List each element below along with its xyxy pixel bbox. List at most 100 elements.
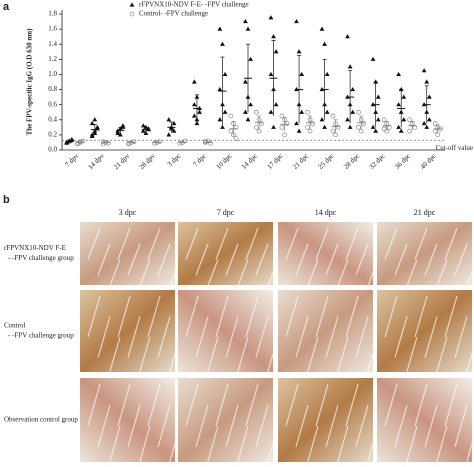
feather	[107, 336, 121, 379]
point	[407, 128, 412, 134]
point	[220, 124, 225, 129]
point	[401, 117, 407, 122]
feather	[365, 336, 379, 379]
x-tick-label: 36 dpc	[393, 152, 412, 171]
feather	[295, 404, 309, 448]
y-tick-label: 0.6	[48, 100, 57, 108]
point	[370, 56, 376, 61]
x-tick-label: 40 dpc	[419, 152, 438, 171]
point	[305, 124, 310, 130]
point	[171, 120, 177, 126]
feather	[147, 295, 161, 338]
feather	[107, 425, 121, 467]
point	[220, 41, 225, 46]
point	[284, 121, 290, 126]
point	[398, 86, 404, 92]
point	[129, 2, 135, 7]
feather	[424, 404, 438, 448]
feather	[225, 404, 239, 448]
feather	[117, 227, 131, 260]
feather	[235, 425, 249, 467]
row-label: rFPVNX10-NDV F-E	[4, 244, 66, 252]
feather	[265, 336, 279, 379]
feather	[157, 243, 171, 276]
point	[208, 140, 213, 146]
feather	[215, 295, 229, 338]
panel-label: a	[3, 1, 10, 13]
point	[335, 124, 341, 130]
feather	[97, 404, 111, 448]
point	[322, 41, 327, 46]
y-axis-label: The FPV-specific IgG (O.D 630 nm)	[26, 28, 34, 135]
point	[398, 128, 404, 133]
feather	[185, 383, 199, 427]
feather	[325, 404, 339, 448]
photo	[377, 222, 472, 285]
row-label: - -FPV challenge group	[8, 254, 74, 262]
point	[166, 132, 172, 137]
photo	[278, 290, 373, 372]
point	[129, 11, 135, 17]
point	[197, 109, 202, 114]
point	[273, 49, 279, 54]
point	[347, 64, 353, 69]
point	[350, 86, 356, 92]
point	[432, 121, 438, 126]
feather	[195, 404, 209, 448]
feather	[434, 259, 448, 292]
y-tick-label: 1.4	[48, 40, 57, 48]
point	[375, 94, 381, 99]
feather	[255, 243, 269, 276]
point	[401, 94, 407, 99]
legend-label: Control- -FPV challenge	[139, 10, 208, 18]
point	[324, 71, 330, 77]
y-tick-label: 1.8	[48, 10, 57, 18]
point	[254, 124, 259, 130]
feather	[195, 316, 209, 358]
point	[256, 128, 262, 134]
x-tick-label: 14 dpv	[87, 152, 107, 172]
point	[310, 121, 316, 126]
feather	[265, 259, 279, 292]
photo	[80, 290, 175, 372]
point	[426, 117, 432, 122]
feather	[117, 295, 131, 338]
feather	[285, 383, 299, 427]
row-label: - -FPV challenge group	[8, 332, 74, 340]
x-tick-label: 28 dpc	[342, 152, 361, 171]
point	[140, 123, 146, 128]
feather	[444, 295, 458, 338]
feather	[205, 336, 219, 379]
feather	[394, 404, 408, 448]
point	[373, 79, 379, 84]
point	[117, 132, 123, 137]
point	[305, 109, 310, 115]
feather	[335, 259, 349, 292]
feather	[295, 243, 309, 276]
feather	[245, 383, 259, 427]
feather	[404, 336, 418, 379]
feather	[195, 243, 209, 276]
point	[381, 126, 387, 132]
feather	[305, 259, 319, 292]
feather	[87, 227, 101, 260]
feather	[127, 243, 141, 276]
point	[177, 140, 183, 146]
point	[358, 128, 364, 134]
point	[424, 79, 430, 84]
point	[396, 124, 401, 129]
point	[222, 109, 228, 114]
point	[373, 128, 379, 133]
feather	[137, 259, 151, 292]
point	[233, 136, 239, 142]
feather	[454, 404, 468, 448]
point	[243, 109, 248, 114]
feather	[345, 295, 359, 338]
feather	[414, 227, 428, 260]
point	[273, 102, 279, 107]
feather	[345, 383, 359, 427]
feather	[325, 316, 339, 358]
point	[217, 26, 223, 31]
point	[191, 113, 197, 118]
